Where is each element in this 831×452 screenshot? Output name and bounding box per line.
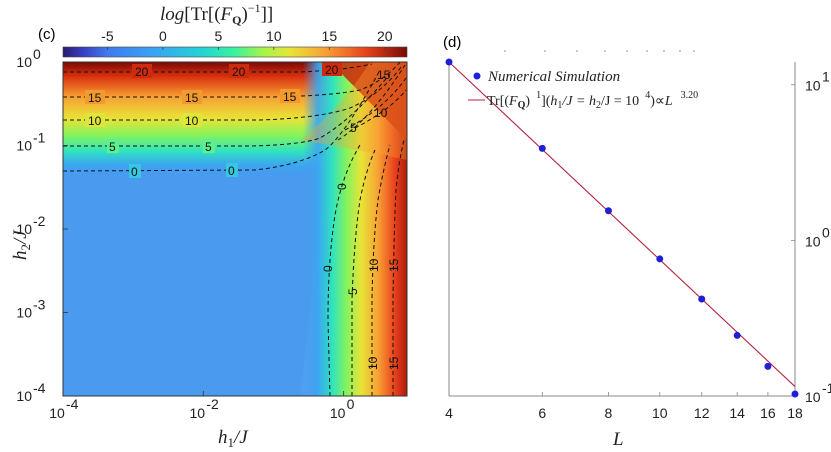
contour-label: 15 (387, 258, 401, 272)
contour-label: 5 (350, 121, 357, 135)
colorbar-title-tr: Tr (191, 4, 209, 25)
panel-c-y-axis-label: h2/J (10, 229, 33, 260)
simulation-points (445, 58, 799, 398)
y-tick-label: 10 (16, 138, 32, 154)
panel-d-x-ticks: 4 6 8 10 12 14 16 18 (445, 392, 803, 421)
y-tick-label: 10 (805, 389, 821, 405)
colorbar-tick-label: 0 (159, 28, 167, 44)
data-point (698, 295, 706, 303)
colorbar-tick-label: 20 (377, 28, 393, 44)
y-tick-label: 10 (805, 78, 821, 94)
y-tick-label: 10 (805, 233, 821, 249)
contour-label: 15 (377, 68, 391, 82)
data-point (656, 255, 664, 263)
legend-marker-simulation (473, 72, 481, 80)
panel-d-x-axis-label: L (612, 429, 624, 450)
y-tick-exponent: 1 (822, 69, 830, 85)
panel-c-label: (c) (38, 26, 56, 43)
colorbar-title-log: log (160, 4, 184, 25)
legend: Numerical Simulation Tr[(FQ) 1](h1/J = h2… (468, 69, 698, 111)
y-tick-exponent: -3 (33, 297, 46, 313)
colorbar-tick-label: 10 (266, 28, 282, 44)
contour-0-right (327, 144, 361, 396)
contour-label: 0 (321, 265, 335, 272)
contour-labels: 20 20 20 15 15 15 15 10 10 10 5 5 5 0 0 … (85, 62, 401, 370)
colorbar-tick-label: 15 (322, 28, 338, 44)
contour-label: 20 (232, 65, 246, 79)
contour-label: 5 (109, 140, 116, 154)
contour-10-right (371, 144, 391, 396)
x-tick-label: 16 (760, 405, 776, 421)
colorbar (62, 46, 408, 58)
contour-label: 15 (283, 90, 297, 104)
contour-15-right (392, 139, 405, 396)
contour-label: 0 (228, 164, 235, 178)
x-tick-label: 12 (694, 405, 710, 421)
y-tick-exponent: 0 (822, 224, 830, 240)
panel-c-x-axis-label: h1/J (218, 427, 249, 450)
x-tick-label: 10 (330, 405, 346, 421)
panel-d-top-dots (504, 50, 695, 52)
y-tick-exponent: -4 (33, 380, 46, 396)
legend-label-fit: Tr[(FQ) 1](h1/J = h2/J = 10 4)∝L 3.20 (487, 90, 698, 111)
contour-label: 15 (88, 91, 102, 105)
x-tick-label: 18 (787, 405, 803, 421)
contour-10 (63, 65, 403, 121)
data-point (538, 144, 546, 152)
heatmap (63, 62, 407, 396)
panel-d-axes-bg (449, 62, 795, 396)
y-tick-exponent: -2 (33, 213, 46, 229)
contour-label: 5 (346, 288, 360, 295)
x-tick-label: 10 (49, 405, 65, 421)
y-tick-exponent: -1 (822, 380, 831, 396)
colorbar-title: log[Tr[(FQ)−1]] (160, 1, 273, 27)
contour-label: 10 (366, 356, 380, 370)
x-tick-exponent: -4 (66, 396, 79, 412)
x-tick-label: 10 (652, 405, 668, 421)
data-point (445, 58, 453, 66)
colorbar-tick-label: 5 (214, 28, 222, 44)
y-tick-label: 10 (16, 221, 32, 237)
contour-label: 0 (335, 183, 349, 190)
y-tick-label: 10 (16, 305, 32, 321)
data-point (733, 331, 741, 339)
y-tick-label: 10 (16, 54, 32, 70)
y-tick-label: 10 (16, 388, 32, 404)
x-tick-label: 14 (729, 405, 745, 421)
x-tick-label: 6 (538, 405, 546, 421)
data-point (791, 390, 799, 398)
x-tick-label: 8 (605, 405, 613, 421)
contour-label: 0 (131, 165, 138, 179)
x-tick-label: 10 (190, 405, 206, 421)
contour-0 (63, 69, 381, 172)
legend-label-simulation: Numerical Simulation (487, 69, 620, 85)
x-tick-exponent: 0 (347, 396, 355, 412)
panel-d-label: (d) (443, 34, 461, 51)
contour-label: 10 (367, 258, 381, 272)
colorbar-ticks: -5 0 5 10 15 20 (101, 28, 393, 50)
data-point (604, 207, 612, 215)
contour-label: 20 (325, 63, 339, 77)
data-point (764, 362, 772, 370)
contour-label: 20 (135, 65, 149, 79)
contour-label: 10 (185, 114, 199, 128)
contour-label: 15 (387, 356, 401, 370)
contour-corner (337, 64, 407, 141)
x-tick-label: 4 (445, 405, 453, 421)
colorbar-tick-label: -5 (101, 28, 114, 44)
colorbar-title-sup: −1 (248, 1, 261, 15)
y-tick-exponent: -1 (33, 130, 46, 146)
x-tick-exponent: -2 (206, 396, 219, 412)
contour-label: 15 (185, 91, 199, 105)
contour-label: 5 (205, 140, 212, 154)
y-tick-exponent: 0 (33, 46, 41, 62)
contour-label: 10 (88, 114, 102, 128)
contour-label: 10 (374, 106, 388, 120)
